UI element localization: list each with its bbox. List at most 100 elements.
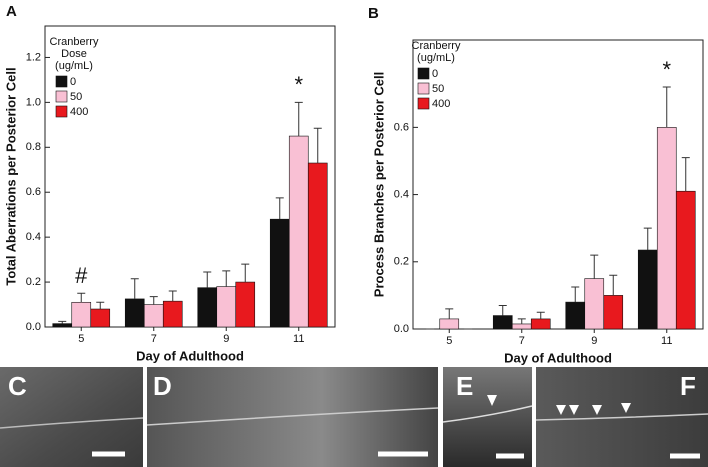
panel-label: C bbox=[8, 371, 27, 401]
y-tick-label: 1.2 bbox=[26, 51, 41, 63]
bar bbox=[439, 318, 460, 330]
error-bar bbox=[130, 278, 139, 299]
annotation: * bbox=[662, 57, 671, 82]
error-bar bbox=[203, 271, 212, 288]
x-tick-label: 11 bbox=[661, 335, 672, 347]
error-bar bbox=[294, 101, 303, 137]
error-bar bbox=[222, 270, 231, 287]
error-bar bbox=[498, 304, 507, 316]
panel-label: B bbox=[368, 5, 379, 22]
legend-swatch bbox=[417, 97, 430, 110]
error-bar bbox=[58, 320, 67, 324]
legend-title: Cranberry bbox=[50, 36, 99, 48]
plot-frame bbox=[412, 39, 704, 330]
y-tick-label: 0.8 bbox=[26, 141, 41, 153]
legend-title: Cranberry bbox=[412, 40, 461, 52]
error-bar bbox=[662, 86, 671, 128]
x-axis-label: Day of Adulthood bbox=[504, 350, 612, 365]
bar bbox=[235, 281, 256, 328]
y-tick-label: 0.0 bbox=[394, 323, 409, 335]
error-bar bbox=[77, 292, 86, 303]
bar bbox=[603, 295, 624, 330]
legend-label: 50 bbox=[432, 83, 444, 95]
legend-swatch bbox=[55, 90, 68, 103]
neuron bbox=[442, 405, 533, 423]
error-bar bbox=[275, 197, 284, 220]
neuron bbox=[146, 407, 439, 426]
bar bbox=[52, 323, 73, 328]
bar bbox=[637, 249, 658, 330]
error-bar bbox=[536, 311, 545, 319]
panel-label: A bbox=[6, 3, 17, 20]
bar bbox=[216, 286, 237, 328]
legend-swatch bbox=[417, 67, 430, 80]
x-tick-label: 5 bbox=[78, 333, 84, 345]
x-tick-label: 9 bbox=[223, 333, 229, 345]
micrograph bbox=[0, 367, 143, 467]
error-bar bbox=[609, 274, 618, 296]
panel-label: F bbox=[680, 371, 696, 401]
legend-title: Dose bbox=[61, 48, 87, 60]
bar bbox=[71, 301, 92, 328]
legend-swatch bbox=[417, 82, 430, 95]
plot-frame bbox=[44, 25, 336, 328]
y-tick-label: 0.6 bbox=[26, 186, 41, 198]
y-axis-label: Total Aberrations per Posterior Cell bbox=[3, 67, 18, 285]
neuron bbox=[535, 413, 708, 421]
legend-title: (ug/mL) bbox=[417, 52, 455, 64]
error-bar bbox=[571, 286, 580, 303]
bar bbox=[492, 315, 513, 330]
panel-label: E bbox=[456, 371, 473, 401]
x-tick-label: 9 bbox=[591, 335, 597, 347]
bar bbox=[197, 287, 218, 328]
annotation: * bbox=[294, 72, 303, 97]
bar bbox=[656, 127, 677, 330]
bar bbox=[584, 278, 605, 330]
annotation: # bbox=[75, 263, 88, 288]
legend-swatch bbox=[55, 105, 68, 118]
bar bbox=[269, 218, 290, 328]
y-tick-label: 0.4 bbox=[26, 231, 41, 243]
x-axis-label: Day of Adulthood bbox=[136, 348, 244, 363]
error-bar bbox=[643, 227, 652, 251]
y-tick-label: 0.2 bbox=[394, 256, 409, 268]
legend-label: 0 bbox=[432, 68, 438, 80]
legend-title: (ug/mL) bbox=[55, 60, 93, 72]
x-tick-label: 5 bbox=[446, 335, 452, 347]
error-bar bbox=[168, 290, 177, 302]
arrowhead bbox=[487, 395, 497, 406]
error-bar bbox=[313, 127, 322, 164]
error-bar bbox=[681, 157, 690, 192]
y-tick-label: 0.4 bbox=[394, 188, 409, 200]
bar bbox=[565, 301, 586, 330]
x-tick-label: 11 bbox=[293, 333, 304, 345]
bar bbox=[90, 308, 111, 328]
bar bbox=[675, 190, 696, 330]
micrographs: C D E F bbox=[0, 367, 708, 467]
panel-label: D bbox=[153, 371, 172, 401]
bar bbox=[307, 162, 328, 328]
x-tick-label: 7 bbox=[151, 333, 157, 345]
error-bar bbox=[517, 318, 526, 324]
y-tick-label: 0.0 bbox=[26, 321, 41, 333]
micrograph bbox=[147, 367, 438, 467]
arrowhead bbox=[556, 403, 631, 415]
bar bbox=[162, 300, 183, 328]
y-axis-label: Process Branches per Posterior Cell bbox=[371, 72, 386, 297]
micrograph bbox=[443, 367, 532, 467]
x-tick-label: 7 bbox=[519, 335, 525, 347]
error-bar bbox=[445, 308, 454, 319]
legend-label: 400 bbox=[432, 98, 450, 110]
error-bar bbox=[241, 263, 250, 283]
bar bbox=[124, 298, 145, 328]
bar bbox=[511, 323, 532, 330]
bar bbox=[530, 318, 551, 330]
bar bbox=[143, 304, 164, 328]
y-tick-label: 1.0 bbox=[26, 96, 41, 108]
y-tick-label: 0.2 bbox=[26, 276, 41, 288]
bar bbox=[288, 135, 309, 328]
legend-label: 400 bbox=[70, 106, 88, 118]
y-tick-label: 0.6 bbox=[394, 121, 409, 133]
legend-label: 0 bbox=[70, 76, 76, 88]
